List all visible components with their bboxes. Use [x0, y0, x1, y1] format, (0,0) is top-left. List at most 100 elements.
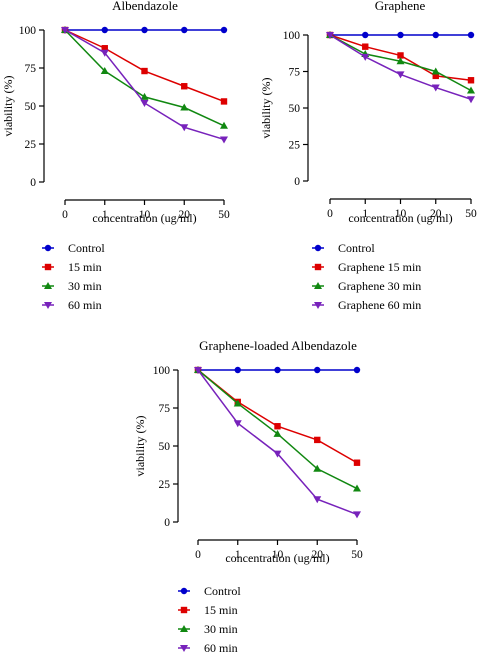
x-tick-label: 50 [218, 209, 230, 221]
y-tick-label: 50 [289, 103, 301, 115]
legend-item: Control [178, 584, 241, 598]
y-tick-label: 100 [283, 30, 301, 42]
series-line [329, 34, 472, 100]
data-point [467, 31, 475, 39]
y-tick-label: 100 [19, 25, 37, 37]
chart-title: Albendazole [112, 0, 178, 13]
legend-label: Control [68, 241, 105, 255]
x-tick-label: 50 [351, 549, 363, 561]
legend-label: Control [204, 584, 241, 598]
series-4 [194, 367, 361, 519]
data-point [274, 423, 281, 430]
legend-marker [44, 263, 52, 271]
data-point [141, 26, 148, 34]
legend-marker [180, 625, 188, 632]
y-tick-label: 25 [159, 479, 171, 491]
legend-label: Graphene 60 min [338, 298, 421, 312]
legend-marker [180, 587, 188, 595]
legend-item: 60 min [178, 641, 238, 655]
y-tick-label: 50 [159, 441, 171, 453]
data-point [180, 103, 189, 111]
series-line [197, 369, 358, 516]
series-1 [61, 26, 228, 34]
data-point [141, 67, 148, 75]
series-1 [194, 366, 361, 374]
legend-marker [314, 302, 322, 309]
legend-label: 60 min [204, 641, 238, 655]
data-point [274, 366, 281, 374]
data-point [467, 96, 475, 104]
x-tick-label: 20 [430, 208, 442, 220]
data-point [431, 67, 440, 75]
data-point [194, 367, 202, 374]
data-point [362, 43, 369, 50]
data-point [140, 99, 149, 107]
x-tick-label: 10 [395, 208, 407, 220]
data-point [467, 77, 475, 84]
x-tick-label: 0 [195, 549, 201, 561]
legend-marker [44, 302, 52, 309]
y-tick-label: 50 [25, 101, 37, 113]
legend-label: 15 min [68, 260, 102, 274]
data-point [101, 26, 108, 34]
x-axis-label: concentration (ug/ml) [225, 551, 329, 565]
x-tick-label: 50 [465, 208, 477, 220]
series-1 [326, 31, 475, 39]
data-point [396, 71, 405, 79]
data-point [61, 27, 69, 34]
legend-item: 30 min [42, 279, 102, 293]
chart-title: Graphene-loaded Albendazole [199, 338, 357, 353]
legend-label: 30 min [204, 622, 238, 636]
data-point [181, 26, 188, 34]
legend-item: 15 min [42, 260, 102, 274]
legend-marker [180, 645, 188, 652]
data-point [140, 92, 149, 100]
y-tick-label: 100 [153, 365, 171, 377]
legend-item: 60 min [42, 298, 102, 312]
series-4 [61, 27, 228, 144]
y-tick-label: 0 [164, 517, 170, 529]
legend-item: Graphene 60 min [312, 298, 421, 312]
series-4 [326, 32, 475, 104]
data-point [313, 496, 322, 504]
legend-label: 60 min [68, 298, 102, 312]
chart-panel-3: Graphene-loaded Albendazole 0 25 50 75 100 0 1 1… [133, 338, 363, 655]
data-point [397, 31, 404, 39]
x-tick-label: 20 [179, 209, 191, 221]
x-tick-label: 10 [139, 209, 151, 221]
data-point [234, 366, 241, 374]
legend: Control Graphene 15 min Graphene 30 min Gra… [312, 241, 421, 312]
legend-marker [44, 282, 52, 289]
x-axis-label: concentration (ug/ml) [348, 211, 452, 225]
data-point [233, 420, 242, 428]
x-tick-label: 1 [362, 208, 368, 220]
series-3 [194, 366, 361, 492]
data-point [353, 511, 361, 519]
data-point [273, 450, 282, 458]
x-tick-label: 20 [312, 549, 324, 561]
y-axis-label: viability (%) [1, 76, 15, 137]
data-point [180, 124, 189, 132]
data-point [361, 53, 370, 61]
legend-item: 15 min [178, 603, 238, 617]
legend-item: Control [312, 241, 375, 255]
x-tick-label: 0 [62, 209, 68, 221]
chart-panel-2: Graphene 0 25 50 75 100 0 1 10 20 50 concentration … [259, 0, 477, 312]
x-axis-label: concentration (ug/ml) [92, 211, 196, 225]
y-tick-label: 25 [289, 140, 301, 152]
legend: Control 15 min 30 min 60 min [42, 241, 105, 312]
data-point [467, 86, 475, 94]
data-point [220, 26, 228, 34]
y-tick-label: 75 [159, 403, 171, 415]
data-point [101, 45, 108, 52]
y-tick-label: 0 [30, 177, 36, 189]
data-point [431, 84, 440, 92]
legend-item: Graphene 30 min [312, 279, 421, 293]
data-point [314, 436, 321, 444]
legend-label: 15 min [204, 603, 238, 617]
legend-marker [314, 244, 322, 252]
legend-label: Graphene 15 min [338, 260, 421, 274]
data-point [220, 121, 228, 129]
y-tick-label: 75 [25, 63, 37, 75]
